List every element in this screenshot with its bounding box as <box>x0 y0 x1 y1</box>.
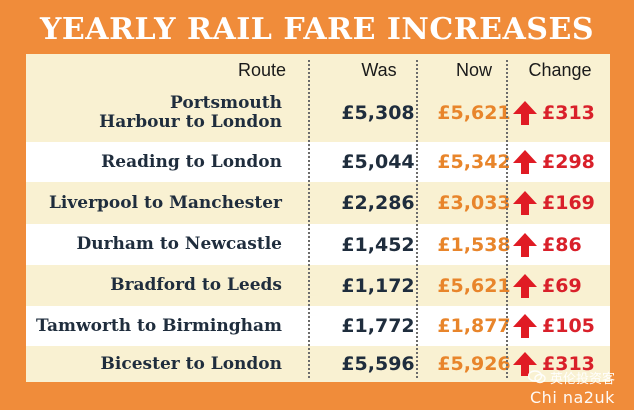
infographic-title: YEARLY RAIL FARE INCREASES <box>40 12 594 47</box>
fare-now: £5,621 <box>437 102 511 124</box>
fare-was: £2,286 <box>341 192 415 214</box>
up-arrow-icon <box>513 191 537 215</box>
fare-was: £5,044 <box>341 151 415 173</box>
table-row: Reading to London £5,044 £5,342 £298 <box>26 142 610 182</box>
fare-table: Route Was Now Change Portsmouth Harbour … <box>26 54 610 382</box>
route-name: Reading to London <box>101 151 282 172</box>
watermark: 英伦投资客 Chi na2uk <box>528 368 628 408</box>
route-name: Durham to Newcastle <box>76 234 282 254</box>
table-row: Bicester to London £5,596 £5,926 £313 <box>26 346 610 382</box>
fare-change: £313 <box>542 102 595 124</box>
fare-now: £1,877 <box>437 315 511 337</box>
table-row: Tamworth to Birmingham £1,772 £1,877 £105 <box>26 306 610 346</box>
route-name: Bradford to Leeds <box>110 275 282 295</box>
fare-now: £5,926 <box>437 353 511 375</box>
up-arrow-icon <box>513 273 537 298</box>
fare-was: £1,772 <box>341 315 415 337</box>
up-arrow-icon <box>513 314 537 338</box>
fare-was: £5,596 <box>341 353 415 375</box>
watermark-text-en: Chi na2uk <box>530 388 615 407</box>
fare-change: £298 <box>542 151 595 173</box>
fare-change: £105 <box>542 315 595 337</box>
fare-was: £1,172 <box>341 274 415 297</box>
column-divider <box>506 60 508 378</box>
header-change: Change <box>528 60 592 80</box>
up-arrow-icon <box>513 101 537 125</box>
route-name: Liverpool to Manchester <box>48 192 282 213</box>
fare-change: £313 <box>542 353 595 375</box>
fare-now: £5,342 <box>437 151 511 173</box>
fare-was: £5,308 <box>341 102 415 124</box>
wechat-icon <box>528 370 546 384</box>
table-row: Liverpool to Manchester £2,286 £3,033 £169 <box>26 182 610 224</box>
fare-change: £169 <box>542 192 595 214</box>
up-arrow-icon <box>513 352 537 376</box>
header-now: Now <box>455 60 492 80</box>
table-row: Portsmouth Harbour to London £5,308 £5,621… <box>26 84 610 142</box>
fare-now: £3,033 <box>437 192 511 214</box>
up-arrow-icon <box>513 232 537 257</box>
fare-change: £86 <box>542 233 582 256</box>
fare-now: £1,538 <box>437 233 511 256</box>
route-name: Portsmouth Harbour to London <box>99 93 282 132</box>
watermark-text-cn: 英伦投资客 <box>550 372 616 387</box>
table-header: Route Was Now Change <box>26 54 610 84</box>
column-divider <box>416 60 418 378</box>
header-route: Route <box>237 60 286 80</box>
fare-was: £1,452 <box>341 233 415 256</box>
table-row: Durham to Newcastle £1,452 £1,538 £86 <box>26 224 610 265</box>
up-arrow-icon <box>513 150 537 174</box>
route-name: Bicester to London <box>100 353 282 374</box>
route-name: Tamworth to Birmingham <box>35 315 282 336</box>
table-row: Bradford to Leeds £1,172 £5,621 £69 <box>26 265 610 306</box>
column-divider <box>308 60 310 378</box>
fare-change: £69 <box>542 274 582 297</box>
fare-now: £5,621 <box>437 274 511 297</box>
header-was: Was <box>361 60 397 80</box>
